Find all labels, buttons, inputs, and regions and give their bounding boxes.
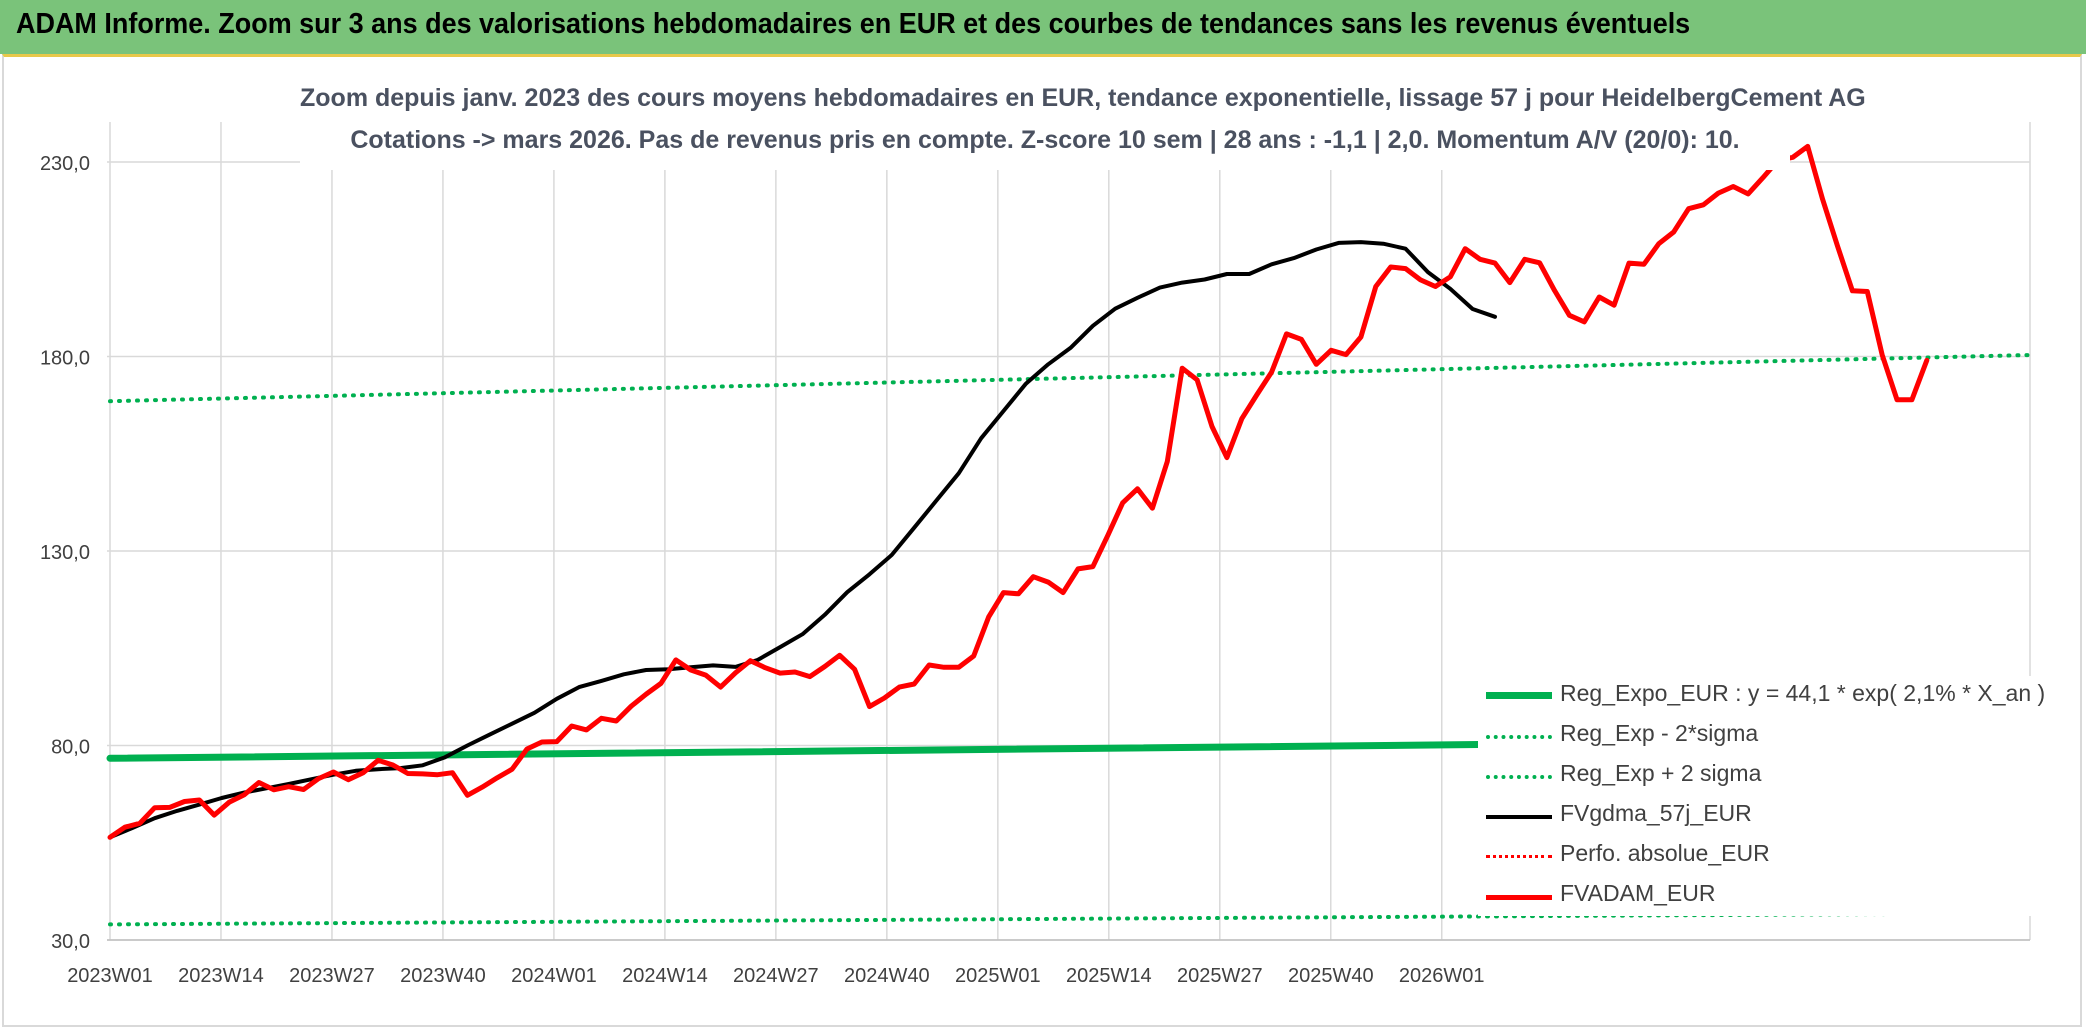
legend-swatch-fvadam [1486, 895, 1552, 900]
x-tick-label: 2024W27 [733, 965, 819, 987]
legend-swatch-reg-plus-sigma [1486, 775, 1552, 779]
y-tick-label: 180,0 [40, 348, 90, 370]
legend-item-reg-plus-sigma: Reg_Exp + 2 sigma [1478, 756, 2038, 796]
legend-label-fvgdma: FVgdma_57j_EUR [1560, 800, 1752, 826]
report-banner: ADAM Informe. Zoom sur 3 ans des valoris… [0, 0, 2086, 54]
y-tick-label: 30,0 [51, 931, 90, 953]
legend-label-perfo: Perfo. absolue_EUR [1560, 840, 1770, 866]
chart-frame [2, 54, 2082, 1027]
x-tick-label: 2024W40 [844, 965, 930, 987]
legend-swatch-perfo [1486, 855, 1552, 858]
y-tick-label: 130,0 [40, 542, 90, 564]
legend-item-perfo: Perfo. absolue_EUR [1478, 836, 2038, 876]
x-tick-label: 2024W01 [511, 965, 597, 987]
x-tick-label: 2023W27 [289, 965, 375, 987]
chart-subtitle-line-1: Zoom depuis janv. 2023 des cours moyens … [300, 84, 1866, 112]
legend-label-reg-plus-sigma: Reg_Exp + 2 sigma [1560, 760, 1762, 786]
x-tick-label: 2025W40 [1288, 965, 1374, 987]
x-tick-label: 2025W27 [1177, 965, 1263, 987]
x-tick-label: 2025W14 [1066, 965, 1152, 987]
x-tick-label: 2023W01 [67, 965, 153, 987]
series-line-5 [107, 143, 1930, 840]
x-tick-label: 2023W40 [400, 965, 486, 987]
report-title: ADAM Informe. Zoom sur 3 ans des valoris… [16, 8, 1691, 40]
legend-item-reg-minus-sigma: Reg_Exp - 2*sigma [1478, 716, 2038, 756]
legend-label-reg-minus-sigma: Reg_Exp - 2*sigma [1560, 720, 1759, 746]
y-tick-label: 80,0 [51, 737, 90, 759]
legend-swatch-reg-expo [1486, 692, 1552, 699]
legend-item-fvadam: FVADAM_EUR [1478, 876, 2038, 916]
series-line-2 [108, 352, 2037, 404]
x-tick-label: 2026W01 [1399, 965, 1485, 987]
chart-subtitle-box: Zoom depuis janv. 2023 des cours moyens … [300, 78, 1866, 170]
legend-item-fvgdma: FVgdma_57j_EUR [1478, 796, 2038, 836]
x-tick-label: 2025W01 [955, 965, 1041, 987]
legend-swatch-reg-minus-sigma [1486, 735, 1552, 739]
legend-swatch-fvgdma [1486, 815, 1552, 819]
x-tick-label: 2023W14 [178, 965, 264, 987]
legend-label-fvadam: FVADAM_EUR [1560, 880, 1716, 906]
legend-item-reg-expo: Reg_Expo_EUR : y = 44,1 * exp( 2,1% * X_… [1478, 676, 2045, 716]
y-tick-label: 230,0 [40, 153, 90, 175]
chart-legend: Reg_Expo_EUR : y = 44,1 * exp( 2,1% * X_… [1478, 676, 2045, 916]
legend-label-reg-expo: Reg_Expo_EUR : y = 44,1 * exp( 2,1% * X_… [1560, 680, 2046, 706]
x-tick-label: 2024W14 [622, 965, 708, 987]
chart-subtitle-line-2: Cotations -> mars 2026. Pas de revenus p… [350, 126, 1740, 154]
